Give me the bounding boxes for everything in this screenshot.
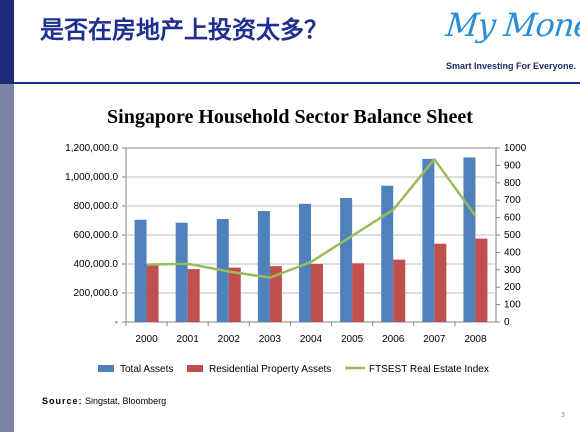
bar-total-assets-2001 (175, 222, 188, 322)
right-tick-label: 0 (504, 317, 510, 328)
bar-total-assets-2007 (422, 158, 435, 322)
bar-residential-property-assets-2006 (393, 259, 406, 322)
side-bar (0, 0, 14, 432)
right-tick-label: 200 (504, 282, 521, 293)
bar-total-assets-2003 (257, 211, 270, 322)
balance-sheet-chart: - 200,000.0 400,000.0 600,000.0 800,000.0 1,0… (65, 143, 527, 375)
x-tick-label: 2002 (218, 334, 241, 345)
right-tick-label: 600 (504, 213, 521, 224)
legend-swatch-0 (98, 365, 114, 372)
right-tick-label: 400 (504, 247, 521, 258)
left-tick-label: 800,000.0 (74, 201, 119, 212)
right-tick-label: 700 (504, 195, 521, 206)
bar-residential-property-assets-2001 (187, 269, 200, 322)
right-tick-label: 500 (504, 230, 521, 241)
bar-total-assets-2000 (134, 219, 147, 322)
source-note: Source: Singstat, Bloomberg (42, 396, 166, 406)
logo-name: My Money (444, 6, 580, 44)
left-tick-label: 1,200,000.0 (65, 143, 118, 154)
left-tick-label: 200,000.0 (74, 288, 119, 299)
x-tick-label: 2008 (464, 334, 487, 345)
source-text: Singstat, Bloomberg (85, 396, 167, 406)
x-tick-label: 2007 (423, 334, 446, 345)
x-tick-label: 2006 (382, 334, 405, 345)
bar-residential-property-assets-2007 (434, 243, 447, 322)
left-tick-label: - (115, 317, 118, 328)
title-divider (14, 82, 580, 84)
chart-title: Singapore Household Sector Balance Sheet (107, 106, 473, 128)
bar-residential-property-assets-2005 (352, 263, 365, 322)
legend-label-0: Total Assets (120, 364, 173, 375)
bar-residential-property-assets-2004 (311, 264, 323, 322)
right-tick-label: 800 (504, 178, 521, 189)
left-tick-label: 400,000.0 (74, 259, 119, 270)
bar-residential-property-assets-2002 (228, 267, 241, 322)
right-tick-label: 300 (504, 265, 521, 276)
side-bar-top (0, 0, 14, 84)
slide-title: 是否在房地产上投资太多？ (40, 16, 328, 44)
right-tick-label: 100 (504, 300, 521, 311)
x-tick-label: 2003 (259, 334, 282, 345)
logo-tagline: Smart Investing For Everyone. (446, 61, 577, 71)
legend-swatch-1 (187, 365, 203, 372)
x-tick-label: 2004 (300, 334, 323, 345)
bar-residential-property-assets-2000 (146, 264, 159, 322)
legend-label-1: Residential Property Assets (209, 364, 331, 375)
bar-total-assets-2004 (299, 203, 311, 322)
x-tick-label: 2000 (135, 334, 158, 345)
right-tick-label: 900 (504, 160, 521, 171)
bar-total-assets-2008 (463, 157, 476, 322)
legend-label-2: FTSEST Real Estate Index (369, 364, 489, 375)
x-tick-label: 2005 (341, 334, 364, 345)
bar-total-assets-2005 (340, 198, 353, 322)
page-number: 3 (561, 412, 565, 419)
right-tick-label: 1000 (504, 143, 527, 154)
x-tick-label: 2001 (177, 334, 200, 345)
logo: My Money Smart Investing For Everyone. (430, 6, 580, 78)
source-label: Source: (42, 396, 83, 406)
bar-total-assets-2006 (381, 185, 394, 322)
left-tick-label: 600,000.0 (74, 230, 119, 241)
left-tick-label: 1,000,000.0 (65, 172, 118, 183)
bar-residential-property-assets-2003 (269, 266, 282, 322)
bar-residential-property-assets-2008 (475, 238, 488, 322)
